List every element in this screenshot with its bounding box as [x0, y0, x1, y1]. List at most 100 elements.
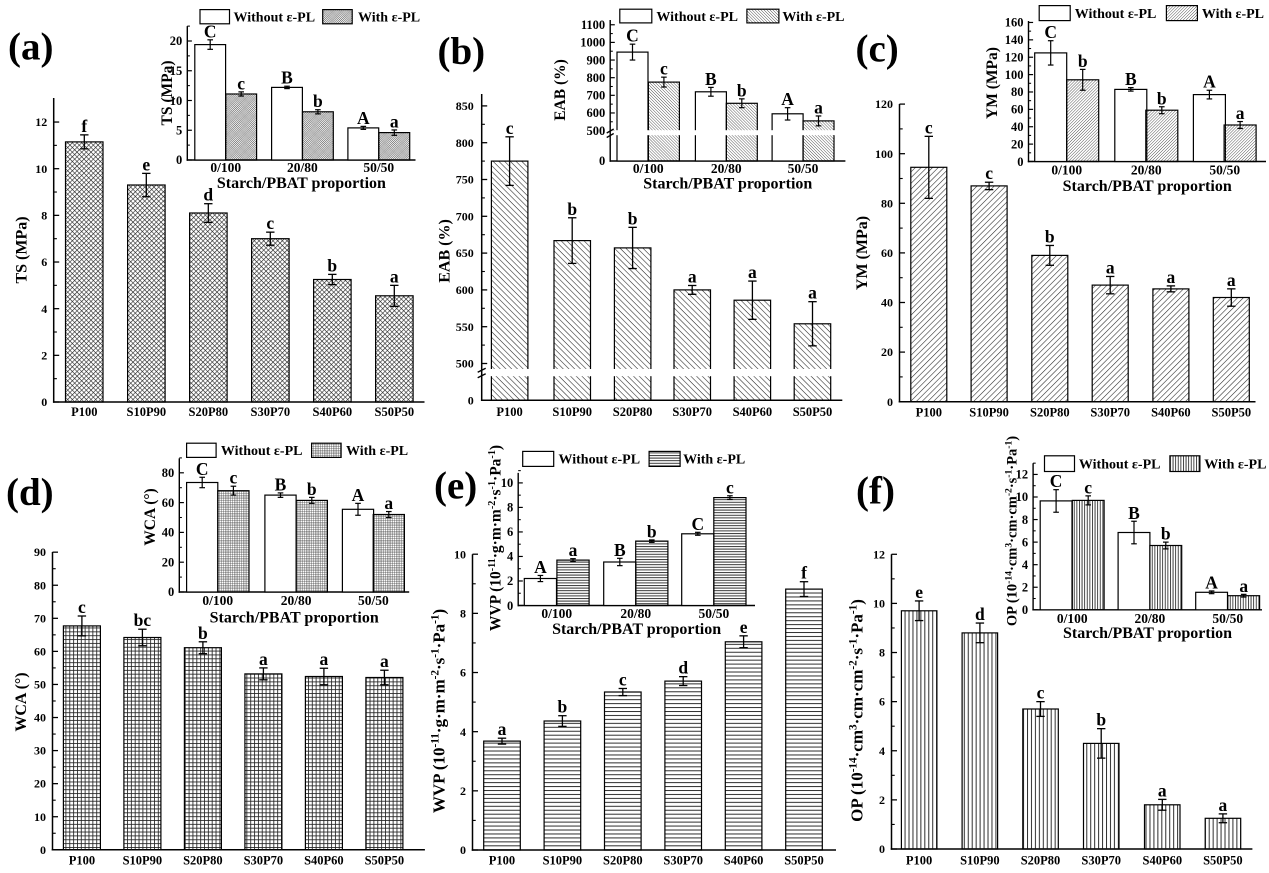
- svg-text:b: b: [327, 255, 337, 275]
- svg-text:40: 40: [1011, 120, 1024, 134]
- svg-text:S10P90: S10P90: [552, 405, 592, 419]
- svg-text:1000: 1000: [580, 36, 605, 50]
- svg-text:80: 80: [34, 578, 46, 592]
- svg-text:P100: P100: [916, 406, 942, 420]
- svg-text:S30P70: S30P70: [251, 405, 291, 419]
- svg-text:C: C: [204, 21, 217, 41]
- svg-text:a: a: [1227, 270, 1236, 290]
- svg-text:4: 4: [507, 550, 514, 564]
- svg-text:0/100: 0/100: [202, 593, 233, 608]
- svg-text:a: a: [259, 649, 268, 669]
- svg-text:8: 8: [1022, 513, 1028, 527]
- svg-text:b: b: [567, 199, 577, 219]
- svg-text:500: 500: [586, 124, 605, 138]
- svg-text:850: 850: [456, 99, 474, 113]
- svg-text:80: 80: [1011, 85, 1024, 99]
- svg-text:a: a: [390, 112, 399, 132]
- svg-text:With ε-PL: With ε-PL: [782, 10, 844, 25]
- svg-text:With ε-PL: With ε-PL: [1204, 457, 1266, 472]
- svg-text:(e): (e): [434, 465, 477, 508]
- svg-text:8: 8: [41, 208, 47, 222]
- svg-text:8: 8: [460, 606, 466, 620]
- svg-text:140: 140: [1005, 33, 1024, 47]
- svg-text:P100: P100: [489, 854, 515, 868]
- svg-text:20/80: 20/80: [1135, 611, 1166, 626]
- svg-text:e: e: [740, 617, 748, 637]
- svg-text:0/100: 0/100: [633, 161, 664, 176]
- svg-text:10: 10: [1016, 490, 1029, 504]
- svg-text:20: 20: [1011, 137, 1024, 151]
- svg-text:b: b: [313, 91, 323, 111]
- svg-text:b: b: [737, 80, 747, 100]
- svg-text:80: 80: [162, 466, 175, 480]
- svg-text:40: 40: [34, 711, 46, 725]
- svg-text:0/100: 0/100: [1051, 163, 1082, 178]
- svg-text:120: 120: [875, 97, 893, 111]
- svg-text:600: 600: [586, 106, 605, 120]
- svg-text:OP (10-14​·cm3​·cm·cm-2​·s-1​·: OP (10-14​·cm3​·cm·cm-2​·s-1​·Pa-1​): [1003, 436, 1020, 626]
- svg-text:50/50: 50/50: [358, 593, 389, 608]
- svg-text:a: a: [384, 493, 393, 513]
- svg-text:0/100: 0/100: [541, 606, 572, 621]
- svg-text:0: 0: [468, 393, 474, 407]
- svg-text:c: c: [726, 477, 734, 497]
- svg-text:6: 6: [460, 666, 466, 680]
- svg-text:S20P80: S20P80: [1030, 406, 1070, 420]
- svg-text:60: 60: [1011, 103, 1024, 117]
- svg-text:20/80: 20/80: [281, 593, 312, 608]
- svg-text:a: a: [498, 719, 507, 739]
- svg-text:20/80: 20/80: [620, 606, 651, 621]
- svg-text:b: b: [558, 697, 568, 717]
- svg-text:0/100: 0/100: [210, 160, 241, 175]
- svg-text:50/50: 50/50: [788, 161, 819, 176]
- svg-text:b: b: [1157, 88, 1167, 108]
- svg-text:100: 100: [1005, 68, 1024, 82]
- svg-text:C: C: [196, 459, 209, 479]
- svg-text:a: a: [1106, 258, 1115, 278]
- svg-text:Starch/PBAT proportion: Starch/PBAT proportion: [1063, 625, 1232, 642]
- svg-text:50/50: 50/50: [1209, 163, 1240, 178]
- svg-text:S40P60: S40P60: [304, 854, 344, 868]
- svg-text:10: 10: [501, 476, 514, 490]
- svg-text:a: a: [1239, 576, 1248, 596]
- svg-text:P100: P100: [71, 405, 97, 419]
- svg-text:4: 4: [879, 744, 885, 758]
- svg-text:80: 80: [881, 196, 893, 210]
- svg-text:S40P60: S40P60: [733, 405, 773, 419]
- svg-text:650: 650: [456, 246, 474, 260]
- svg-text:2: 2: [1022, 581, 1028, 595]
- svg-text:b: b: [307, 479, 317, 499]
- svg-text:120: 120: [1005, 51, 1024, 65]
- svg-text:S20P80: S20P80: [603, 854, 643, 868]
- svg-text:S20P80: S20P80: [613, 405, 653, 419]
- svg-text:b: b: [647, 521, 657, 541]
- svg-text:6: 6: [41, 255, 47, 269]
- svg-text:a: a: [1219, 795, 1228, 815]
- svg-text:a: a: [748, 262, 757, 282]
- svg-text:c: c: [230, 468, 238, 488]
- svg-text:8: 8: [507, 501, 513, 515]
- svg-text:20: 20: [162, 556, 175, 570]
- svg-text:Starch/PBAT proportion: Starch/PBAT proportion: [552, 621, 721, 638]
- svg-text:S10P90: S10P90: [960, 854, 1000, 868]
- svg-text:0: 0: [460, 843, 466, 857]
- svg-text:600: 600: [456, 283, 474, 297]
- svg-text:OP (10-14​·cm3​·cm·cm-2​·s-1​·: OP (10-14​·cm3​·cm·cm-2​·s-1​·Pa-1​): [847, 599, 866, 822]
- svg-text:6: 6: [879, 695, 885, 709]
- svg-text:a: a: [1167, 267, 1176, 287]
- svg-text:4: 4: [1022, 558, 1029, 572]
- svg-text:8: 8: [879, 646, 885, 660]
- svg-text:20/80: 20/80: [287, 160, 318, 175]
- svg-text:50: 50: [34, 678, 46, 692]
- svg-text:0: 0: [176, 153, 182, 167]
- svg-text:50/50: 50/50: [1212, 611, 1243, 626]
- svg-text:S30P70: S30P70: [1081, 854, 1121, 868]
- svg-text:c: c: [985, 163, 993, 183]
- svg-text:60: 60: [881, 246, 893, 260]
- svg-text:a: a: [569, 540, 578, 560]
- svg-text:S50P50: S50P50: [375, 405, 415, 419]
- svg-text:Without ε-PL: Without ε-PL: [559, 453, 641, 468]
- svg-text:a: a: [380, 651, 389, 671]
- svg-text:(c): (c): [856, 28, 899, 71]
- svg-text:2: 2: [507, 574, 513, 588]
